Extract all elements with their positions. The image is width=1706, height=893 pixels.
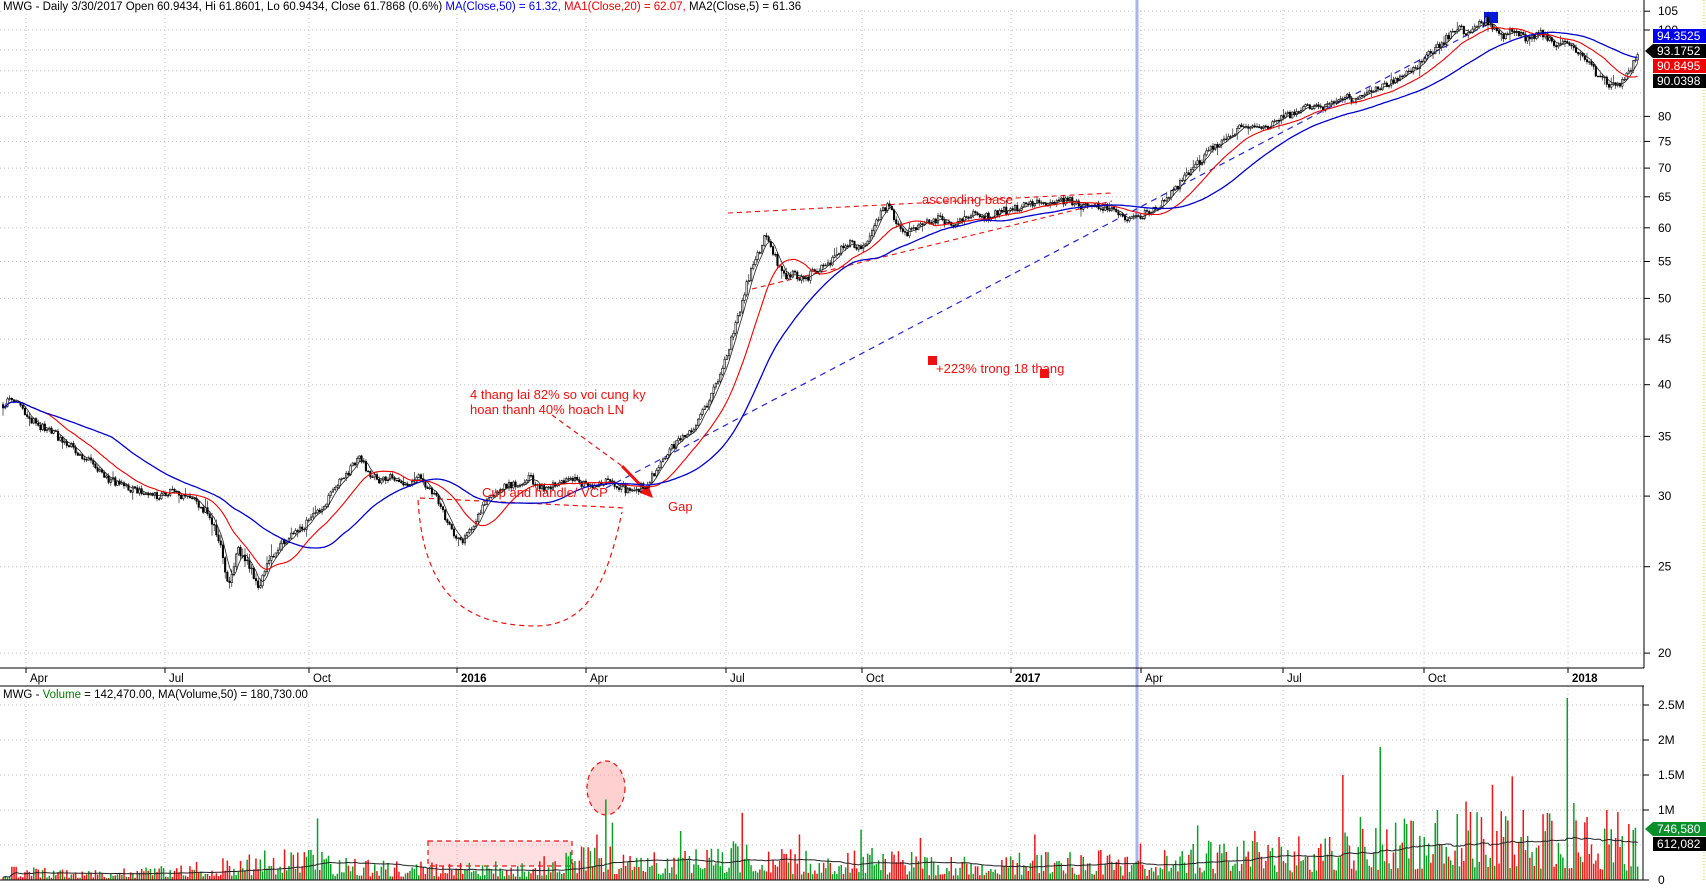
ma-line-20 xyxy=(2,27,1638,570)
annotation-text[interactable]: ascending base xyxy=(922,192,1013,207)
time-axis: Apr Jul Oct 2016 Apr Jul Oct 2017 Apr Jul Oct 2018 xyxy=(25,668,1598,685)
svg-text:746,580: 746,580 xyxy=(1657,822,1701,836)
volume-gridlines xyxy=(0,686,1643,880)
time-axis-label: 2016 xyxy=(461,673,487,685)
time-axis-label: Apr xyxy=(30,673,48,685)
time-axis-label: Jul xyxy=(730,673,745,685)
svg-text:90.0398: 90.0398 xyxy=(1657,74,1701,88)
title-segment: MA1(Close,20) = 62.07, xyxy=(563,1,689,13)
title-segment: Volume xyxy=(42,689,81,701)
uptrend-line[interactable] xyxy=(605,21,1493,489)
volume-axis-label: 1M xyxy=(1658,803,1675,817)
price-axis-label: 30 xyxy=(1658,489,1672,503)
cup-arc[interactable] xyxy=(417,499,623,627)
last-ma50-badge: 94.3525 xyxy=(1653,29,1706,43)
price-axis-label: 55 xyxy=(1658,255,1672,269)
volume-series xyxy=(2,698,1639,880)
volume-pane-title: MWG - Volume = 142,470.00, MA(Volume,50)… xyxy=(3,689,312,701)
time-axis-label: 2018 xyxy=(1572,673,1598,685)
svg-text:94.3525: 94.3525 xyxy=(1657,29,1701,43)
volume-axis-label: 2.5M xyxy=(1658,698,1685,712)
annotation-text[interactable]: Gap xyxy=(668,499,693,514)
price-axis-label: 80 xyxy=(1658,109,1672,123)
svg-text:90.8495: 90.8495 xyxy=(1657,59,1701,73)
time-axis-label: 2017 xyxy=(1015,673,1041,685)
price-axis-label: 45 xyxy=(1658,332,1672,346)
volume-axis-label: 1.5M xyxy=(1658,768,1685,782)
volume-axis-label: 2M xyxy=(1658,733,1675,747)
price-axis-label: 35 xyxy=(1658,429,1672,443)
price-gridlines xyxy=(0,10,1644,668)
price-axis-label: 75 xyxy=(1658,134,1672,148)
time-axis-label: Jul xyxy=(1287,673,1302,685)
last-volume-badge: 746,580 xyxy=(1645,822,1706,836)
time-axis-label: Oct xyxy=(1428,673,1447,685)
price-axis-label: 25 xyxy=(1658,560,1672,574)
volume-axis: 2.5M 2M 1.5M 1M 0 xyxy=(1643,698,1685,887)
time-axis-label: Apr xyxy=(590,673,608,685)
volume-ma-badge: 612,082 xyxy=(1653,837,1706,851)
chart-drawings xyxy=(417,12,1498,867)
marker-square-1[interactable] xyxy=(928,356,937,365)
buy-marker[interactable] xyxy=(1484,12,1498,23)
ma-line-50 xyxy=(2,31,1638,549)
time-axis-label: Oct xyxy=(313,673,332,685)
time-axis-label: Oct xyxy=(866,673,885,685)
volume-axis-label: 0 xyxy=(1658,873,1665,887)
wedge-upper[interactable] xyxy=(727,192,1113,214)
annotations: ascending base +223% trong 18 thang 4 than… xyxy=(470,192,1064,514)
time-axis-label: Jul xyxy=(169,673,184,685)
last-ma20-badge: 90.8495 xyxy=(1653,59,1706,73)
marker-square-2[interactable] xyxy=(1040,369,1049,378)
svg-text:93.1752: 93.1752 xyxy=(1657,44,1701,58)
panel-borders xyxy=(0,0,1645,881)
last-price-badge: 93.1752 xyxy=(1645,44,1706,58)
price-axis: 10510080757065605550454035302520 xyxy=(1644,4,1678,660)
annotation-text[interactable]: Cup and handle/ VCP xyxy=(482,485,608,500)
price-axis-label: 65 xyxy=(1658,190,1672,204)
price-pane-title: MWG - Daily 3/30/2017 Open 60.9434, Hi 6… xyxy=(3,1,806,13)
title-segment: MWG - Daily 3/30/2017 Open 60.9434, Hi 6… xyxy=(3,1,446,13)
pointer-dash[interactable] xyxy=(551,414,623,467)
volume-ma-line xyxy=(2,836,1638,878)
annotation-text[interactable]: 4 thang lai 82% so voi cung ky xyxy=(470,387,646,402)
price-axis-label: 40 xyxy=(1658,378,1672,392)
ma-line-5 xyxy=(2,21,1638,582)
title-segment: MA2(Close,5) = 61.36 xyxy=(688,1,802,13)
price-axis-label: 105 xyxy=(1658,4,1678,18)
price-axis-label: 70 xyxy=(1658,161,1672,175)
title-segment: = 142,470.00, MA(Volume,50) = 180,730.00 xyxy=(80,689,308,701)
price-axis-label: 50 xyxy=(1658,291,1672,305)
price-axis-label: 20 xyxy=(1658,646,1672,660)
annotation-text[interactable]: hoan thanh 40% hoach LN xyxy=(470,402,624,417)
volume-base-rect[interactable] xyxy=(427,840,573,867)
title-segment: MWG - xyxy=(3,689,43,701)
annotation-text[interactable]: +223% trong 18 thang xyxy=(936,361,1064,376)
svg-text:612,082: 612,082 xyxy=(1657,837,1701,851)
price-axis-label: 60 xyxy=(1658,221,1672,235)
time-axis-label: Apr xyxy=(1145,673,1163,685)
title-segment: MA(Close,50) = 61.32, xyxy=(445,1,564,13)
last-ma5-badge: 90.0398 xyxy=(1653,74,1706,88)
wedge-lower[interactable] xyxy=(751,200,1113,290)
